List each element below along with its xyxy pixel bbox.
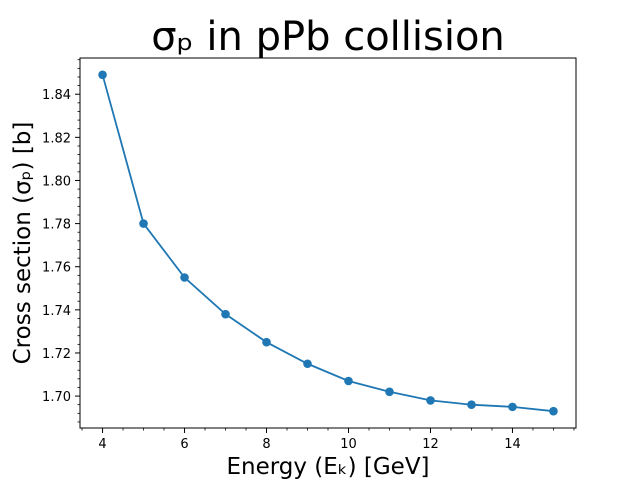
y-tick-label: 1.82 [42, 131, 71, 146]
data-point [180, 273, 189, 282]
data-point [262, 337, 271, 347]
data-point [508, 402, 517, 412]
y-tick-label: 1.78 [42, 218, 71, 233]
y-tick-label: 1.70 [42, 390, 71, 405]
x-axis-label: Energy (Eₖ) [GeV] [226, 454, 429, 480]
y-tick-label: 1.72 [42, 347, 71, 362]
data-point [98, 70, 107, 80]
data-point [139, 219, 148, 228]
series-group [98, 70, 558, 416]
y-tick-label: 1.76 [42, 261, 71, 276]
x-tick-label: 12 [422, 437, 439, 452]
x-tick-label: 14 [504, 437, 521, 452]
data-point [303, 359, 312, 369]
plot-frame [79, 57, 577, 429]
data-point [549, 406, 558, 416]
y-axis-label: Cross section (σₚ) [b] [10, 122, 36, 365]
x-tick-label: 8 [262, 437, 270, 452]
data-point [467, 400, 476, 410]
data-point [344, 376, 353, 386]
y-tick-label: 1.84 [42, 88, 71, 103]
y-tick-label: 1.80 [42, 174, 71, 189]
chart-title: σₚ in pPb collision [151, 14, 505, 60]
x-tick-label: 10 [340, 437, 357, 452]
x-tick-label: 6 [180, 437, 188, 452]
data-point [385, 387, 394, 397]
data-point [426, 396, 435, 405]
series-line [101, 74, 554, 413]
y-tick-label: 1.74 [42, 304, 71, 319]
axis-ticks: 4 6 8 10 12 14 1.70 1.72 1.74 1.76 1.78 1.80 1.82 1.8… [42, 59, 575, 452]
data-point [221, 309, 230, 319]
x-tick-label: 4 [98, 437, 106, 452]
